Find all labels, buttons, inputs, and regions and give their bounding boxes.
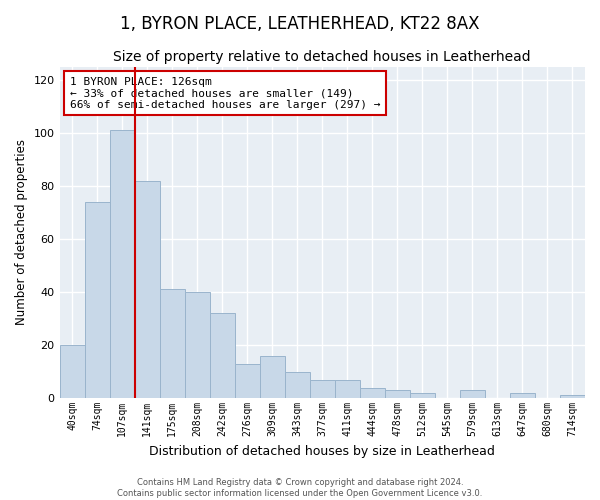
Bar — [160, 290, 185, 398]
Bar — [335, 380, 360, 398]
Bar — [85, 202, 110, 398]
Bar — [260, 356, 285, 398]
Bar — [59, 345, 85, 398]
Text: 1 BYRON PLACE: 126sqm
← 33% of detached houses are smaller (149)
66% of semi-det: 1 BYRON PLACE: 126sqm ← 33% of detached … — [70, 76, 380, 110]
Bar — [310, 380, 335, 398]
Bar — [460, 390, 485, 398]
Bar — [110, 130, 134, 398]
Bar — [410, 393, 435, 398]
Bar — [185, 292, 209, 398]
Bar — [385, 390, 410, 398]
Bar — [360, 388, 385, 398]
Text: 1, BYRON PLACE, LEATHERHEAD, KT22 8AX: 1, BYRON PLACE, LEATHERHEAD, KT22 8AX — [120, 15, 480, 33]
Bar — [560, 396, 585, 398]
Bar — [510, 393, 535, 398]
X-axis label: Distribution of detached houses by size in Leatherhead: Distribution of detached houses by size … — [149, 444, 495, 458]
Bar — [209, 314, 235, 398]
Y-axis label: Number of detached properties: Number of detached properties — [15, 140, 28, 326]
Bar — [285, 372, 310, 398]
Title: Size of property relative to detached houses in Leatherhead: Size of property relative to detached ho… — [113, 50, 531, 64]
Bar — [134, 180, 160, 398]
Bar — [235, 364, 260, 398]
Text: Contains HM Land Registry data © Crown copyright and database right 2024.
Contai: Contains HM Land Registry data © Crown c… — [118, 478, 482, 498]
